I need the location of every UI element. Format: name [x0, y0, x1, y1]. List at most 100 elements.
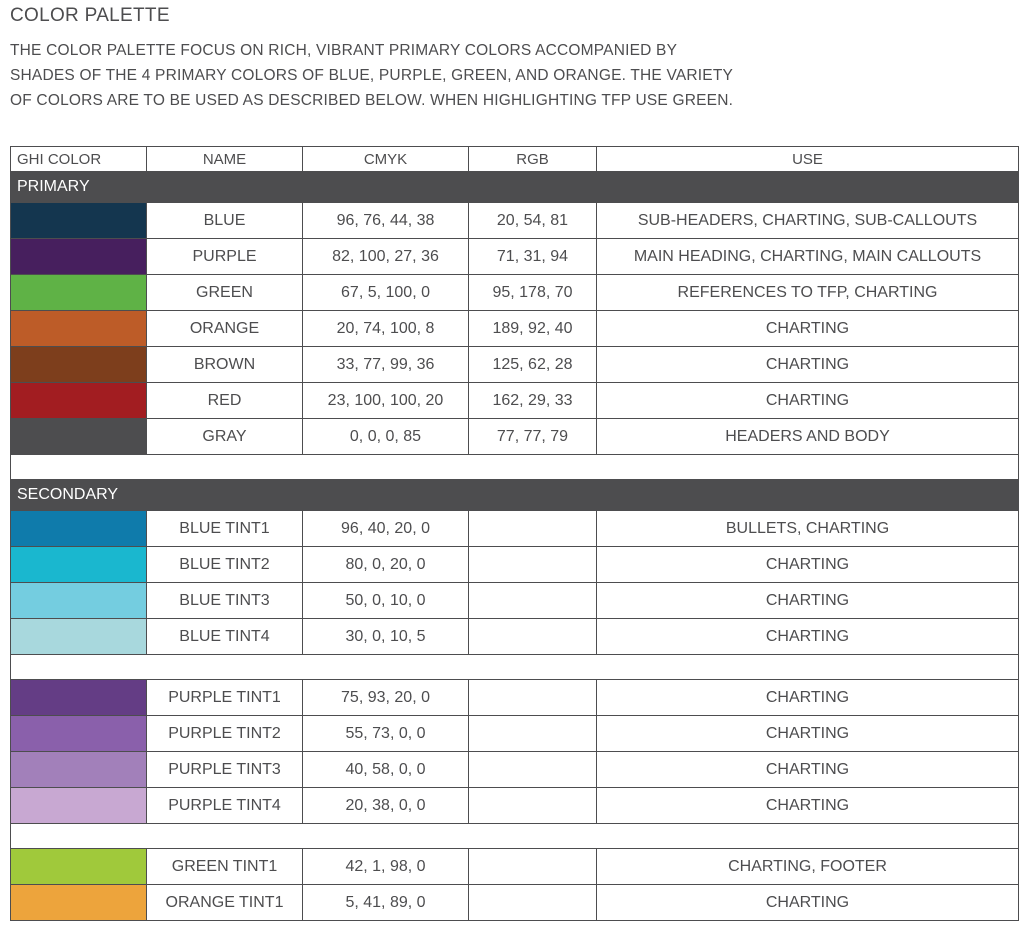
- color-name-cell: PURPLE TINT3: [146, 751, 303, 788]
- use-cell: CHARTING: [596, 582, 1019, 619]
- rgb-cell: [468, 510, 597, 547]
- rgb-cell: [468, 715, 597, 752]
- table-row: ORANGE 20, 74, 100, 8 189, 92, 40 CHARTING: [10, 310, 1019, 347]
- cmyk-cell: 50, 0, 10, 0: [302, 582, 469, 619]
- use-cell: CHARTING: [596, 346, 1019, 383]
- use-cell: CHARTING, FOOTER: [596, 848, 1019, 885]
- color-name-cell: BLUE TINT2: [146, 546, 303, 583]
- color-swatch: [10, 274, 147, 311]
- section-header-row: PRIMARY: [10, 171, 1019, 203]
- intro-line: OF COLORS ARE TO BE USED AS DESCRIBED BE…: [10, 92, 734, 109]
- color-name-cell: BLUE: [146, 202, 303, 239]
- color-swatch: [10, 510, 147, 547]
- color-name-cell: BROWN: [146, 346, 303, 383]
- rgb-cell: 71, 31, 94: [468, 238, 597, 275]
- rgb-cell: [468, 884, 597, 921]
- color-swatch: [10, 382, 147, 419]
- table-row: ORANGE TINT1 5, 41, 89, 0 CHARTING: [10, 884, 1019, 921]
- rgb-cell: [468, 787, 597, 824]
- color-name-cell: PURPLE TINT2: [146, 715, 303, 752]
- use-cell: CHARTING: [596, 546, 1019, 583]
- color-name-cell: PURPLE: [146, 238, 303, 275]
- color-name-cell: ORANGE: [146, 310, 303, 347]
- use-cell: CHARTING: [596, 751, 1019, 788]
- header-cmyk: CMYK: [302, 146, 469, 172]
- cmyk-cell: 5, 41, 89, 0: [302, 884, 469, 921]
- use-cell: CHARTING: [596, 310, 1019, 347]
- table-row: BLUE 96, 76, 44, 38 20, 54, 81 SUB-HEADERS,…: [10, 202, 1019, 239]
- intro-line: THE COLOR PALETTE FOCUS ON RICH, VIBRANT…: [10, 42, 678, 59]
- color-swatch: [10, 751, 147, 788]
- use-cell: CHARTING: [596, 382, 1019, 419]
- cmyk-cell: 96, 76, 44, 38: [302, 202, 469, 239]
- table-row: GRAY 0, 0, 0, 85 77, 77, 79 HEADERS AND BOD…: [10, 418, 1019, 455]
- cmyk-cell: 30, 0, 10, 5: [302, 618, 469, 655]
- color-swatch: [10, 418, 147, 455]
- cmyk-cell: 80, 0, 20, 0: [302, 546, 469, 583]
- rgb-cell: 95, 178, 70: [468, 274, 597, 311]
- use-cell: REFERENCES TO TFP, CHARTING: [596, 274, 1019, 311]
- color-name-cell: BLUE TINT4: [146, 618, 303, 655]
- table-row: BLUE TINT3 50, 0, 10, 0 CHARTING: [10, 582, 1019, 619]
- color-swatch: [10, 310, 147, 347]
- use-cell: BULLETS, CHARTING: [596, 510, 1019, 547]
- use-cell: HEADERS AND BODY: [596, 418, 1019, 455]
- header-use: USE: [596, 146, 1019, 172]
- cmyk-cell: 75, 93, 20, 0: [302, 679, 469, 716]
- table-row: GREEN 67, 5, 100, 0 95, 178, 70 REFERENCES …: [10, 274, 1019, 311]
- color-swatch: [10, 787, 147, 824]
- color-swatch: [10, 238, 147, 275]
- spacer-row: [10, 654, 1019, 680]
- color-swatch: [10, 679, 147, 716]
- cmyk-cell: 42, 1, 98, 0: [302, 848, 469, 885]
- rgb-cell: [468, 848, 597, 885]
- table-row: PURPLE TINT2 55, 73, 0, 0 CHARTING: [10, 715, 1019, 752]
- spacer-cell: [10, 454, 1019, 480]
- cmyk-cell: 20, 38, 0, 0: [302, 787, 469, 824]
- color-swatch: [10, 546, 147, 583]
- use-cell: MAIN HEADING, CHARTING, MAIN CALLOUTS: [596, 238, 1019, 275]
- use-cell: CHARTING: [596, 787, 1019, 824]
- cmyk-cell: 82, 100, 27, 36: [302, 238, 469, 275]
- color-swatch: [10, 582, 147, 619]
- section-label: PRIMARY: [10, 171, 1019, 203]
- use-cell: CHARTING: [596, 679, 1019, 716]
- spacer-row: [10, 454, 1019, 480]
- table-row: PURPLE TINT1 75, 93, 20, 0 CHARTING: [10, 679, 1019, 716]
- table-row: BLUE TINT4 30, 0, 10, 5 CHARTING: [10, 618, 1019, 655]
- color-name-cell: BLUE TINT1: [146, 510, 303, 547]
- color-name-cell: GRAY: [146, 418, 303, 455]
- cmyk-cell: 23, 100, 100, 20: [302, 382, 469, 419]
- rgb-cell: 125, 62, 28: [468, 346, 597, 383]
- table-row: PURPLE TINT3 40, 58, 0, 0 CHARTING: [10, 751, 1019, 788]
- table-row: BLUE TINT1 96, 40, 20, 0 BULLETS, CHARTING: [10, 510, 1019, 547]
- color-swatch: [10, 346, 147, 383]
- rgb-cell: [468, 618, 597, 655]
- table-row: BROWN 33, 77, 99, 36 125, 62, 28 CHARTING: [10, 346, 1019, 383]
- color-swatch: [10, 618, 147, 655]
- cmyk-cell: 20, 74, 100, 8: [302, 310, 469, 347]
- intro-line: SHADES OF THE 4 PRIMARY COLORS OF BLUE, …: [10, 67, 734, 84]
- cmyk-cell: 96, 40, 20, 0: [302, 510, 469, 547]
- table-row: GREEN TINT1 42, 1, 98, 0 CHARTING, FOOTER: [10, 848, 1019, 885]
- table-row: PURPLE TINT4 20, 38, 0, 0 CHARTING: [10, 787, 1019, 824]
- cmyk-cell: 0, 0, 0, 85: [302, 418, 469, 455]
- header-rgb: RGB: [468, 146, 597, 172]
- color-palette-table: GHI COLOR NAME CMYK RGB USE PRIMARY BLUE 9…: [10, 146, 1019, 921]
- color-name-cell: ORANGE TINT1: [146, 884, 303, 921]
- rgb-cell: [468, 582, 597, 619]
- rgb-cell: [468, 751, 597, 788]
- color-swatch: [10, 715, 147, 752]
- section-header-row: SECONDARY: [10, 479, 1019, 511]
- color-name-cell: PURPLE TINT4: [146, 787, 303, 824]
- page-title: COLOR PALETTE: [10, 5, 170, 26]
- rgb-cell: [468, 679, 597, 716]
- rgb-cell: 189, 92, 40: [468, 310, 597, 347]
- cmyk-cell: 40, 58, 0, 0: [302, 751, 469, 788]
- table-row: RED 23, 100, 100, 20 162, 29, 33 CHARTING: [10, 382, 1019, 419]
- color-name-cell: PURPLE TINT1: [146, 679, 303, 716]
- cmyk-cell: 33, 77, 99, 36: [302, 346, 469, 383]
- color-name-cell: BLUE TINT3: [146, 582, 303, 619]
- cmyk-cell: 67, 5, 100, 0: [302, 274, 469, 311]
- header-ghi-color: GHI COLOR: [10, 146, 147, 172]
